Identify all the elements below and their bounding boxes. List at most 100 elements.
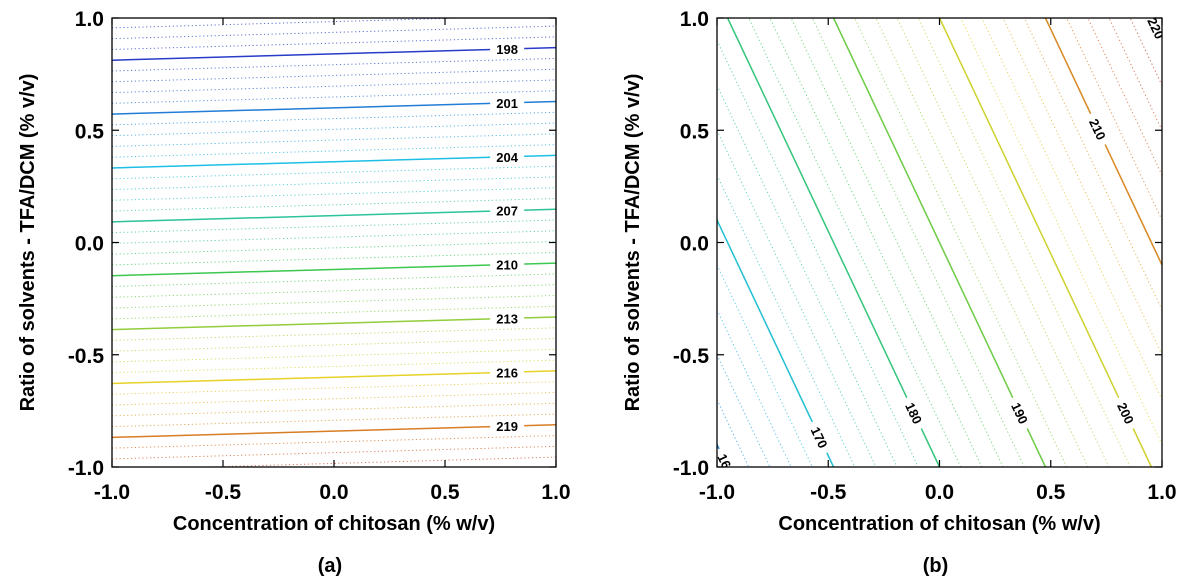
contour-label-bg (898, 393, 930, 433)
x-axis-label: Concentration of chitosan (% w/v) (173, 513, 495, 535)
minor-contour-line (112, 348, 556, 363)
minor-contour-line (112, 165, 556, 180)
y-tick-label: 0.5 (680, 120, 710, 143)
x-tick-label: -1.0 (94, 481, 130, 504)
y-tick-label: 0.0 (680, 233, 709, 256)
minor-contour-line (717, 174, 856, 467)
x-tick-label: -1.0 (699, 481, 735, 504)
contour-label-bg (490, 363, 525, 382)
minor-contour-line (112, 445, 556, 460)
contour-label-bg (717, 445, 742, 467)
minor-contour-line (112, 219, 556, 234)
minor-contour-line (112, 251, 556, 266)
panel-caption: (a) (318, 555, 342, 577)
contour-label-213: 213 (496, 311, 518, 326)
minor-contour-line (112, 18, 461, 29)
contour-line-200 (938, 18, 1153, 467)
contour-label-bg (490, 201, 525, 220)
contour-label-216: 216 (496, 365, 518, 380)
contour-label-207: 207 (496, 204, 518, 219)
minor-contour-line (717, 40, 919, 467)
minor-contour-line (112, 36, 556, 50)
x-tick-label: 0.5 (430, 481, 460, 504)
minor-contour-line (112, 122, 556, 137)
minor-contour-line (112, 338, 556, 352)
x-tick-label: 0.0 (925, 481, 954, 504)
contour-label-bg (490, 309, 525, 328)
minor-contour-line (112, 284, 556, 298)
contour-line-198 (112, 46, 556, 61)
minor-contour-line (1023, 18, 1162, 311)
minor-contour-line (1087, 18, 1162, 176)
minor-contour-line (811, 18, 1025, 467)
contour-label-220: 220 (1144, 15, 1167, 41)
x-axis-label: Concentration of chitosan (% w/v) (778, 513, 1100, 535)
contour-line-219 (112, 424, 556, 439)
panel-caption: (b) (923, 555, 949, 577)
minor-contour-line (717, 399, 750, 467)
plot-frame (111, 17, 557, 468)
minor-contour-line (717, 130, 877, 467)
contour-label-bg (1004, 393, 1036, 433)
contour-line-207 (112, 208, 556, 223)
minor-contour-line (112, 327, 556, 341)
contour-label-bg (490, 40, 525, 59)
contour-label-bg (1082, 109, 1114, 149)
minor-contour-line (112, 187, 556, 201)
minor-contour-line (112, 90, 556, 104)
contour-line-210 (112, 262, 556, 277)
y-tick-label: 0.0 (75, 233, 104, 256)
y-tick-label: -1.0 (673, 457, 709, 480)
contour-label-bg (490, 147, 525, 166)
minor-contour-line (960, 18, 1162, 445)
minor-contour-line (1066, 18, 1162, 221)
minor-contour-line (1129, 18, 1162, 86)
minor-contour-line (112, 176, 556, 191)
minor-contour-line (112, 435, 556, 449)
minor-contour-line (112, 241, 556, 255)
y-axis-label: Ratio of solvents - TFA/DCM (% v/v) (622, 74, 644, 412)
contour-label-204: 204 (496, 150, 518, 165)
contour-label-bg (1110, 393, 1142, 433)
contour-line-213 (112, 316, 556, 331)
minor-contour-line (112, 68, 556, 83)
minor-contour-line (112, 79, 556, 94)
minor-contour-line (112, 359, 556, 374)
y-tick-label: -0.5 (68, 345, 105, 368)
minor-contour-line (112, 381, 556, 395)
y-tick-label: 1.0 (680, 8, 709, 31)
contour-label-bg (490, 417, 525, 436)
contour-label-219: 219 (496, 419, 518, 434)
contour-label-bg (490, 255, 525, 274)
contour-line-180 (726, 18, 941, 467)
minor-contour-line (1002, 18, 1162, 355)
contour-label-160: 160 (714, 452, 737, 478)
minor-contour-line (112, 413, 556, 428)
contour-area: 198 201 204 207 210 213 216 219 (112, 18, 556, 467)
contour-line-190 (832, 18, 1047, 467)
x-tick-label: -0.5 (810, 481, 847, 504)
contour-line-204 (112, 154, 556, 169)
x-tick-label: 1.0 (541, 481, 570, 504)
minor-contour-line (112, 294, 556, 309)
minor-contour-line (112, 133, 556, 147)
y-tick-label: 0.5 (75, 120, 105, 143)
x-tick-label: -0.5 (205, 481, 242, 504)
minor-contour-line (112, 402, 556, 417)
minor-contour-line (717, 309, 792, 467)
minor-contour-line (112, 57, 556, 72)
minor-contour-line (112, 305, 556, 320)
minor-contour-line (717, 354, 771, 467)
y-tick-label: -1.0 (68, 457, 104, 480)
y-tick-label: -0.5 (673, 345, 710, 368)
minor-contour-line (112, 391, 556, 406)
x-tick-label: 0.0 (319, 481, 348, 504)
contour-line-201 (112, 100, 556, 115)
minor-contour-line (717, 264, 813, 467)
minor-contour-line (112, 144, 556, 158)
contour-label-198: 198 (496, 42, 518, 57)
minor-contour-line (112, 273, 556, 288)
minor-contour-line (112, 230, 556, 244)
